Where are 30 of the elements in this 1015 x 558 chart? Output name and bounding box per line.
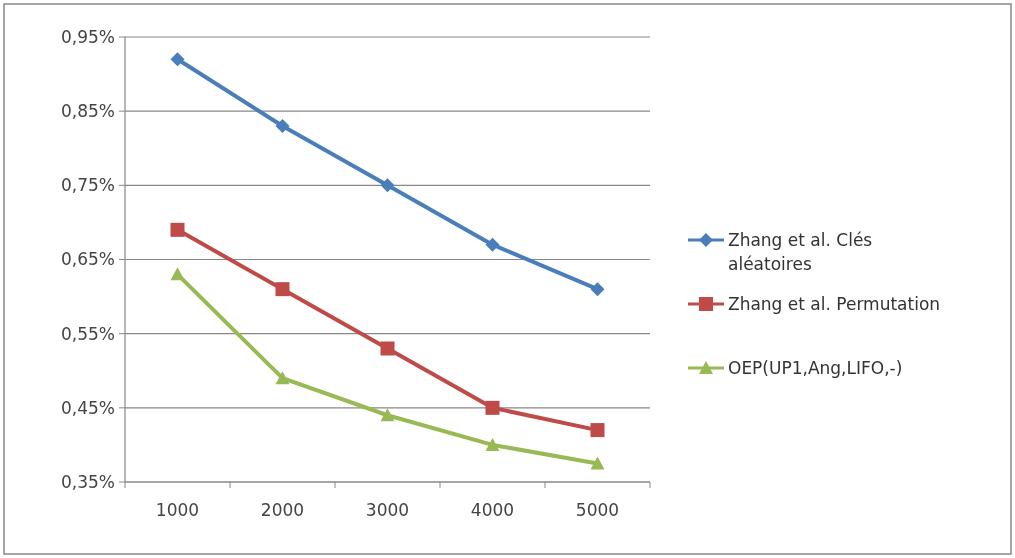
point bbox=[590, 282, 605, 297]
y-tick-label: 0,95% bbox=[60, 26, 115, 47]
point bbox=[380, 178, 395, 193]
y-tick-label: 0,55% bbox=[60, 323, 115, 344]
y-tick-label: 0,45% bbox=[60, 397, 115, 418]
y-tick-label: 0,35% bbox=[60, 471, 115, 492]
legend-label: Zhang et al. Permutation bbox=[728, 294, 941, 314]
y-tick-label: 0,75% bbox=[60, 175, 115, 196]
x-tick-label: 4000 bbox=[470, 500, 515, 520]
point bbox=[170, 267, 185, 281]
x-tick-label: 1000 bbox=[155, 500, 200, 520]
y-tick-label: 0,65% bbox=[60, 249, 115, 270]
point bbox=[275, 282, 290, 297]
point bbox=[485, 237, 500, 252]
x-tick-label: 5000 bbox=[575, 500, 620, 520]
x-tick-label: 3000 bbox=[365, 500, 410, 520]
point bbox=[485, 437, 500, 451]
x-tick-label: 2000 bbox=[260, 500, 305, 520]
point bbox=[485, 400, 500, 415]
point bbox=[590, 456, 605, 470]
point bbox=[275, 371, 290, 385]
point bbox=[275, 119, 290, 133]
point bbox=[590, 423, 605, 438]
point bbox=[170, 52, 185, 67]
legend-label: Zhang et al. Clés aléatoires bbox=[728, 230, 873, 274]
point bbox=[380, 341, 395, 356]
y-tick-label: 0,85% bbox=[60, 101, 115, 122]
point bbox=[170, 222, 185, 237]
point bbox=[380, 408, 395, 422]
legend-label: OEP(UP1,Ang,LIFO,-) bbox=[728, 358, 903, 378]
